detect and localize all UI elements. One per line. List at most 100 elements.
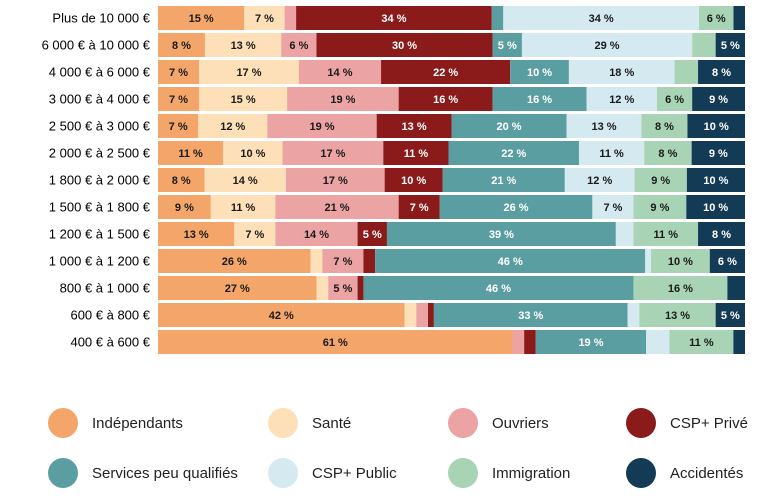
category-label: 1 200 € à 1 500 € [49, 227, 151, 242]
bar-segment [357, 222, 387, 246]
data-label: 5 % [721, 310, 740, 322]
data-label: 11 % [404, 148, 429, 160]
legend-label: CSP+ Public [312, 464, 397, 482]
data-label: 7 % [603, 202, 622, 214]
data-label: 21 % [491, 175, 516, 187]
bar-segment [639, 303, 716, 327]
data-label: 15 % [189, 13, 214, 25]
bar-segment [727, 276, 745, 300]
legend-item: Indépendants [48, 408, 183, 438]
bar-segment [521, 33, 693, 57]
bar-segment [158, 33, 205, 57]
bar-segment [715, 303, 745, 327]
bar-segment [158, 6, 245, 30]
bar-segment [282, 141, 384, 165]
bar-segment [204, 33, 282, 57]
data-label: 20 % [497, 121, 522, 133]
data-label: 7 % [169, 121, 188, 133]
category-label: 1 800 € à 2 000 € [49, 173, 151, 188]
data-label: 5 % [498, 40, 517, 52]
bar-segment [491, 6, 504, 30]
data-label: 30 % [392, 40, 417, 52]
data-label: 16 % [668, 283, 693, 295]
bar-segment [615, 222, 634, 246]
data-label: 13 % [231, 40, 256, 52]
legend: Indépendants Santé Ouvriers CSP+ Privé Servi… [0, 400, 765, 498]
bar-segment [512, 330, 525, 354]
data-label: 11 % [231, 202, 256, 214]
bar-segment [428, 303, 434, 327]
data-label: 7 % [245, 229, 264, 241]
bar-segment [204, 168, 286, 192]
data-label: 26 % [222, 256, 247, 268]
data-label: 11 % [689, 337, 714, 349]
data-label: 8 % [655, 121, 674, 133]
legend-label: Services peu qualifiés [92, 464, 238, 482]
data-label: 17 % [320, 148, 345, 160]
bar-segment [287, 87, 399, 111]
bar-segment [198, 114, 268, 138]
bar-segment [322, 249, 364, 273]
category-label: 1 500 € à 1 800 € [49, 200, 151, 215]
bar-segment [158, 330, 513, 354]
data-label: 9 % [709, 94, 728, 106]
data-label: 8 % [712, 229, 731, 241]
data-label: 9 % [650, 202, 669, 214]
category-label: 800 € à 1 000 € [60, 281, 151, 296]
legend-swatch [448, 408, 478, 438]
bar-segment [698, 222, 745, 246]
bar-segment [568, 60, 675, 84]
data-label: 9 % [651, 175, 670, 187]
bar-segment [433, 303, 628, 327]
bar-segment [158, 168, 205, 192]
bar-segment [158, 141, 224, 165]
data-label: 22 % [501, 148, 526, 160]
bar-segment [439, 195, 593, 219]
data-label: 16 % [433, 94, 458, 106]
bar-segment [733, 330, 745, 354]
category-label: 4 000 € à 6 000 € [49, 65, 151, 80]
category-label: 400 € à 600 € [70, 335, 150, 350]
data-label: 7 % [410, 202, 429, 214]
bar-segment [158, 87, 200, 111]
data-label: 8 % [658, 148, 677, 160]
bar-segment [566, 114, 642, 138]
bar-segment [645, 249, 652, 273]
data-label: 10 % [668, 256, 693, 268]
category-label: 600 € à 800 € [70, 308, 150, 323]
data-label: 13 % [402, 121, 427, 133]
data-label: 34 % [381, 13, 406, 25]
bar-segment [709, 249, 745, 273]
data-label: 42 % [269, 310, 294, 322]
data-label: 13 % [591, 121, 616, 133]
data-label: 46 % [486, 283, 511, 295]
bar-segment [281, 33, 317, 57]
bar-segment [510, 60, 569, 84]
bar-segment [223, 141, 283, 165]
bar-segment [674, 60, 699, 84]
legend-label: Immigration [492, 464, 571, 482]
bar-segment [384, 168, 443, 192]
data-label: 27 % [225, 283, 250, 295]
bar-segment [634, 168, 687, 192]
bar-segment [586, 87, 657, 111]
bar-segment [199, 87, 288, 111]
legend-swatch [626, 458, 656, 488]
legend-item: CSP+ Public [268, 458, 397, 488]
data-label: 46 % [498, 256, 523, 268]
data-label: 17 % [323, 175, 348, 187]
data-label: 13 % [665, 310, 690, 322]
legend-swatch [268, 458, 298, 488]
bar-segment [244, 6, 285, 30]
data-label: 16 % [527, 94, 552, 106]
bar-segment [275, 222, 358, 246]
data-label: 7 % [169, 94, 188, 106]
data-label: 7 % [333, 256, 352, 268]
legend-item: Accidentés [626, 458, 743, 488]
bar-segment [686, 168, 745, 192]
legend-swatch [48, 458, 78, 488]
category-label: 3 000 € à 4 000 € [49, 92, 151, 107]
data-label: 12 % [609, 94, 634, 106]
bar-segment [692, 87, 745, 111]
legend-label: Indépendants [92, 414, 183, 432]
